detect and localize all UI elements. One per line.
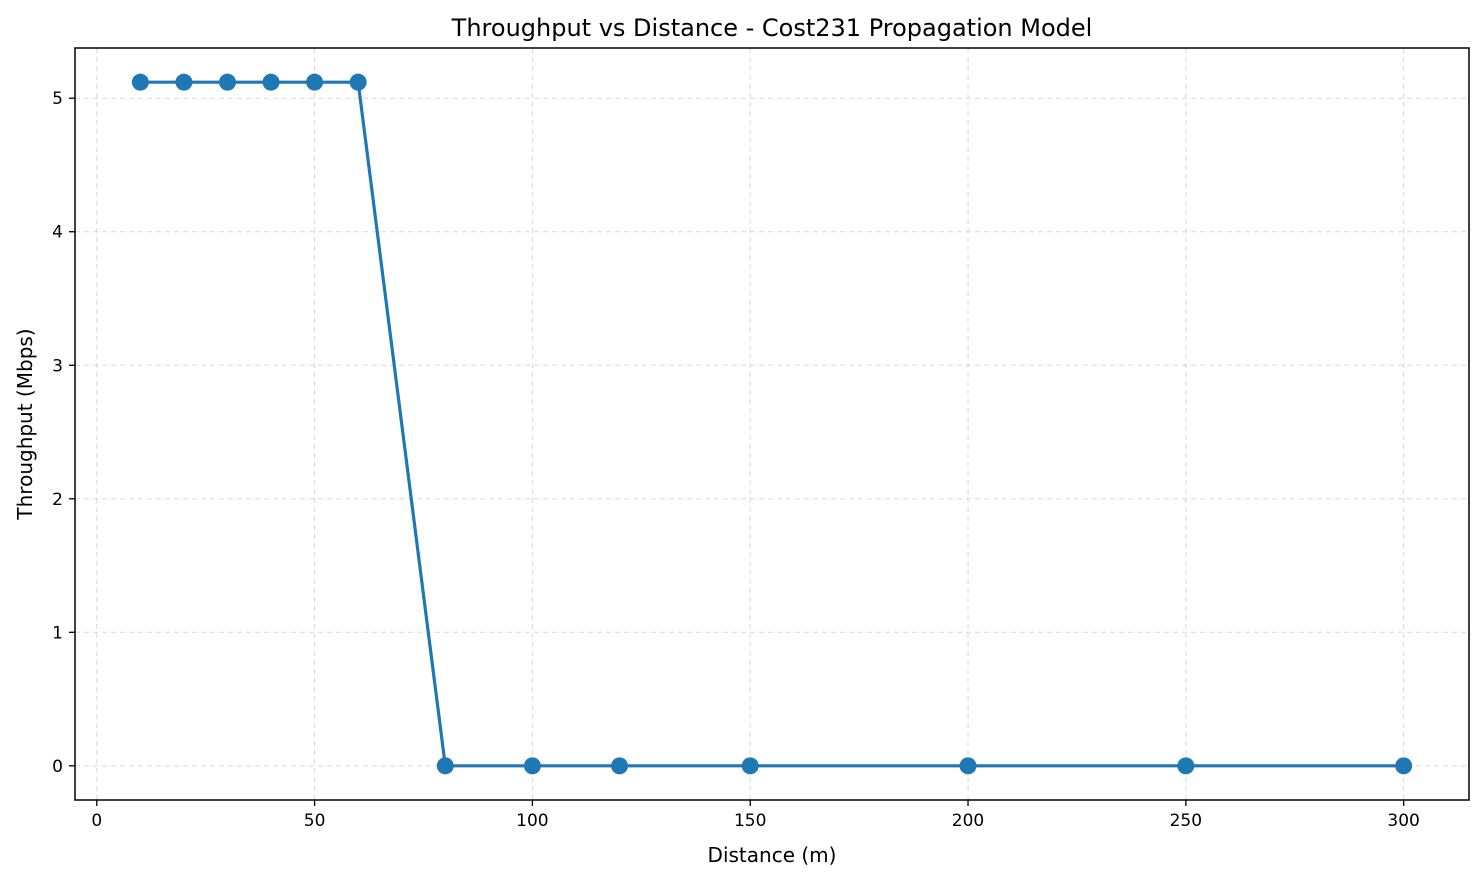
x-tick-label: 200 (952, 811, 984, 831)
x-tick-label: 150 (734, 811, 766, 831)
grid-layer (75, 48, 1469, 800)
data-point-marker (218, 73, 236, 91)
x-tick-label: 50 (304, 811, 326, 831)
data-point-marker (131, 73, 149, 91)
chart-title: Throughput vs Distance - Cost231 Propaga… (451, 14, 1093, 42)
data-point-marker (959, 757, 977, 775)
x-tick-label: 100 (516, 811, 548, 831)
plot-frame (74, 47, 1470, 801)
x-axis-label: Distance (m) (708, 843, 837, 867)
data-point-marker (523, 757, 541, 775)
data-point-marker (349, 73, 367, 91)
x-tick-label: 250 (1170, 811, 1202, 831)
y-tick-label: 0 (52, 757, 63, 777)
data-point-marker (1177, 757, 1195, 775)
data-point-marker (741, 757, 759, 775)
data-point-marker (436, 757, 454, 775)
data-point-marker (262, 73, 280, 91)
y-tick-label: 1 (52, 623, 63, 643)
data-point-marker (175, 73, 193, 91)
series-line (138, 80, 1406, 768)
tick-layer: 0 50 100 150 200 250 300 0 1 2 3 4 5 (52, 89, 1420, 831)
x-tick-label: 0 (91, 811, 102, 831)
data-point-marker (611, 757, 629, 775)
y-tick-label: 2 (52, 490, 63, 510)
data-point-marker (1395, 757, 1413, 775)
y-tick-label: 3 (52, 356, 63, 376)
y-axis-label: Throughput (Mbps) (13, 328, 37, 520)
y-tick-label: 4 (52, 223, 63, 243)
x-tick-label: 300 (1387, 811, 1419, 831)
series-layer (131, 73, 1413, 775)
data-point-marker (306, 73, 324, 91)
y-tick-label: 5 (52, 89, 63, 109)
